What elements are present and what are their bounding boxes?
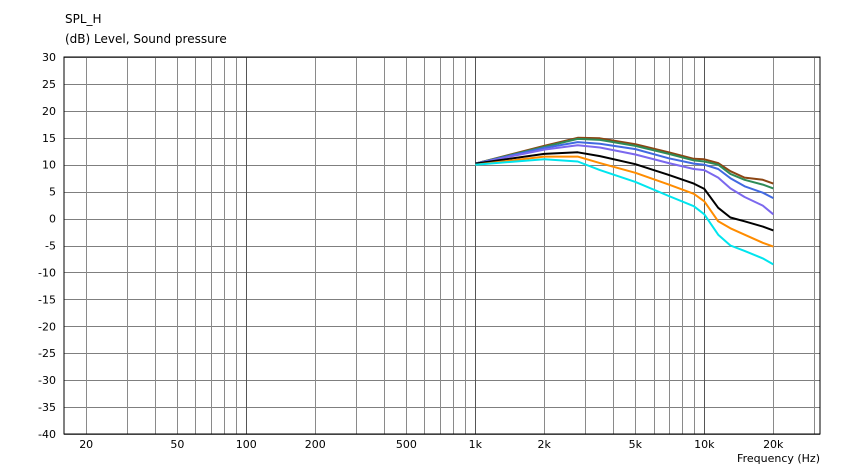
x-tick-labels: 20 50 100 200 500 1k 2k 5k 10k 20k: [79, 438, 784, 451]
x-tick-label: 20k: [763, 438, 784, 451]
x-tick-label: 50: [170, 438, 184, 451]
series-line-4: [475, 144, 774, 216]
y-tick-label: -40: [38, 428, 56, 441]
series-line-3: [475, 141, 774, 199]
x-tick-label: 200: [305, 438, 326, 451]
x-tick-label: 10k: [694, 438, 715, 451]
y-tick-label: -10: [38, 266, 56, 279]
x-tick-label: 1k: [469, 438, 483, 451]
y-tick-label: 15: [42, 132, 56, 145]
series-line-1: [475, 136, 774, 185]
grid: [64, 57, 820, 435]
chart-title: SPL_H: [65, 12, 102, 26]
plot-frame: [63, 56, 821, 435]
series-line-6: [475, 155, 774, 248]
y-tick-label: -35: [38, 401, 56, 414]
y-tick-label: -25: [38, 347, 56, 360]
series-line-5: [475, 151, 774, 232]
x-tick-label: 2k: [538, 438, 552, 451]
y-tick-label: 30: [42, 51, 56, 64]
x-axis-label: Frequency (Hz): [737, 452, 820, 465]
y-tick-label: 10: [42, 159, 56, 172]
x-tick-label: 5k: [629, 438, 643, 451]
y-tick-label: -20: [38, 320, 56, 333]
y-tick-labels: 30 25 20 15 10 5 0 -5 -10 -15 -20 -25 -30 -35 -40: [38, 51, 56, 441]
series-lines: [475, 136, 774, 266]
y-tick-label: 0: [49, 213, 56, 226]
y-tick-label: -15: [38, 293, 56, 306]
series-line-7: [475, 158, 774, 266]
x-tick-label: 100: [236, 438, 257, 451]
y-tick-label: 5: [49, 186, 56, 199]
y-tick-label: -5: [45, 240, 56, 253]
y-tick-label: 20: [42, 105, 56, 118]
series-line-2: [475, 137, 774, 190]
y-tick-label: 25: [42, 78, 56, 91]
x-tick-label: 20: [79, 438, 93, 451]
y-tick-label: -30: [38, 374, 56, 387]
y-axis-label: (dB) Level, Sound pressure: [65, 32, 227, 46]
x-tick-label: 500: [396, 438, 417, 451]
